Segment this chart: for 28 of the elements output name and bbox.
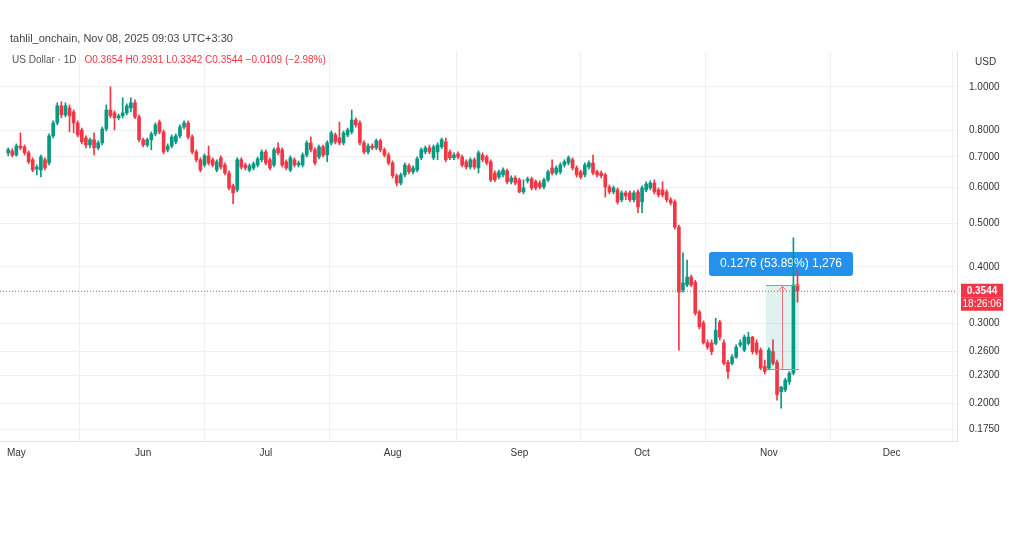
y-tick-label: 0.6000 — [969, 180, 1001, 192]
y-tick-label: 0.1750 — [969, 423, 1001, 435]
y-tick-label: 0.5000 — [969, 216, 1001, 228]
y-tick-label: 0.8000 — [969, 124, 1001, 136]
x-tick-label: May — [6, 446, 26, 458]
x-tick-label: Oct — [634, 446, 651, 458]
y-tick-label: 0.3000 — [969, 317, 1001, 329]
annotation: 18:26:06 — [962, 297, 1002, 309]
x-tick-label: Jul — [259, 446, 273, 458]
chart-title: US Dollar · 1D — [12, 54, 77, 66]
annotation: 0.1276 (53.89%) 1,276 — [719, 256, 843, 271]
x-tick-label: Dec — [882, 446, 901, 458]
y-tick-label: 1.0000 — [969, 80, 1001, 92]
annotation: O0.3654 H0.3931 L0.3342 C0.3544 −0.0109 (−2.98%) — [84, 54, 326, 66]
y-axis-title: USD — [975, 56, 997, 68]
y-tick-label: 0.2300 — [969, 369, 1001, 381]
chart-subtitle: tahlil_onchain, Nov 08, 2025 09:03 UTC+3:30 — [10, 32, 233, 46]
candlestick — [681, 252, 685, 293]
candlestick — [120, 97, 125, 119]
y-tick-label: 0.2600 — [969, 345, 1001, 357]
y-tick-label: 0.2000 — [969, 396, 1001, 408]
ref-line-label: 0.3544 — [966, 284, 998, 296]
x-tick-label: Nov — [759, 446, 778, 458]
x-tick-label: Jun — [135, 446, 152, 458]
x-tick-label: Aug — [383, 446, 402, 458]
y-tick-label: 0.4000 — [969, 260, 1001, 272]
y-tick-label: 0.7000 — [969, 150, 1001, 162]
x-tick-label: Sep — [510, 446, 529, 458]
